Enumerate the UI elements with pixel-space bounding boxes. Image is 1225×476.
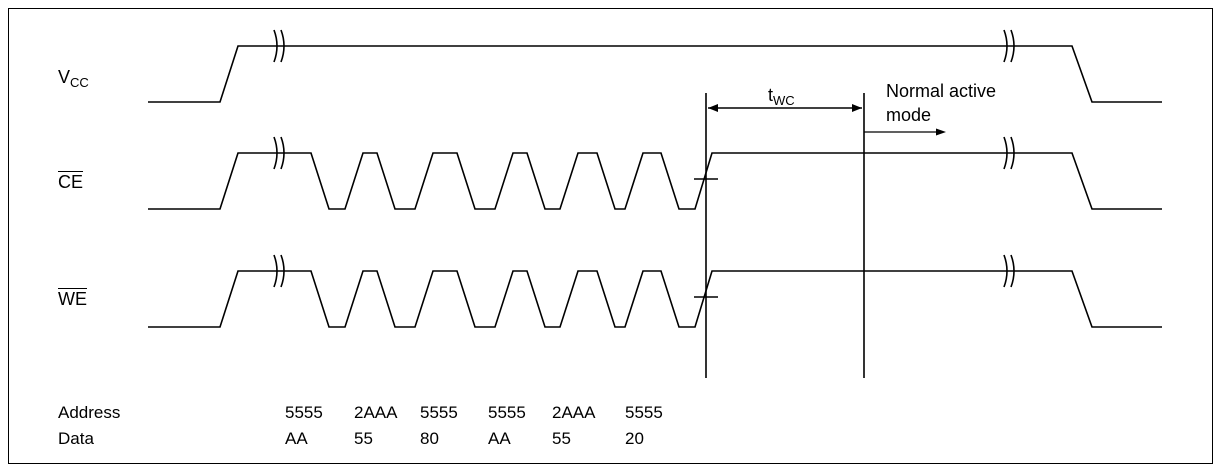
data-cell: 20: [625, 429, 644, 448]
mode-arrow: [864, 128, 946, 136]
vcc-break-mark-right: [1003, 29, 1015, 63]
address-cell: 5555: [420, 403, 458, 422]
address-cell: 2AAA: [552, 403, 596, 422]
ce-label: CE: [58, 172, 84, 192]
data-cell: AA: [285, 429, 308, 448]
data-row-label: Data: [58, 429, 94, 448]
vcc-label: VCC: [58, 67, 89, 90]
we-break-mark-left: [273, 254, 285, 288]
ce-waveform: [148, 152, 1162, 210]
address-cell: 5555: [285, 403, 323, 422]
data-cell: 55: [354, 429, 373, 448]
ce-break-mark-right: [1003, 136, 1015, 170]
vcc-break-mark-left: [273, 29, 285, 63]
data-cell: 80: [420, 429, 439, 448]
twc-label: tWC: [768, 85, 795, 108]
address-cell: 5555: [625, 403, 663, 422]
vcc-waveform: [148, 45, 1162, 103]
address-row-label: Address: [58, 403, 121, 422]
ce-break-mark-left: [273, 136, 285, 170]
data-cell: AA: [488, 429, 511, 448]
mode-label-line2: mode: [886, 105, 932, 125]
data-cell: 55: [552, 429, 571, 448]
mode-label-line1: Normal active: [886, 81, 997, 101]
diagram-frame: [8, 8, 1213, 464]
we-label: WE: [58, 289, 87, 309]
we-waveform: [148, 270, 1162, 328]
address-cell: 5555: [488, 403, 526, 422]
address-cell: 2AAA: [354, 403, 398, 422]
twc-arrow: [708, 104, 862, 112]
we-break-mark-right: [1003, 254, 1015, 288]
